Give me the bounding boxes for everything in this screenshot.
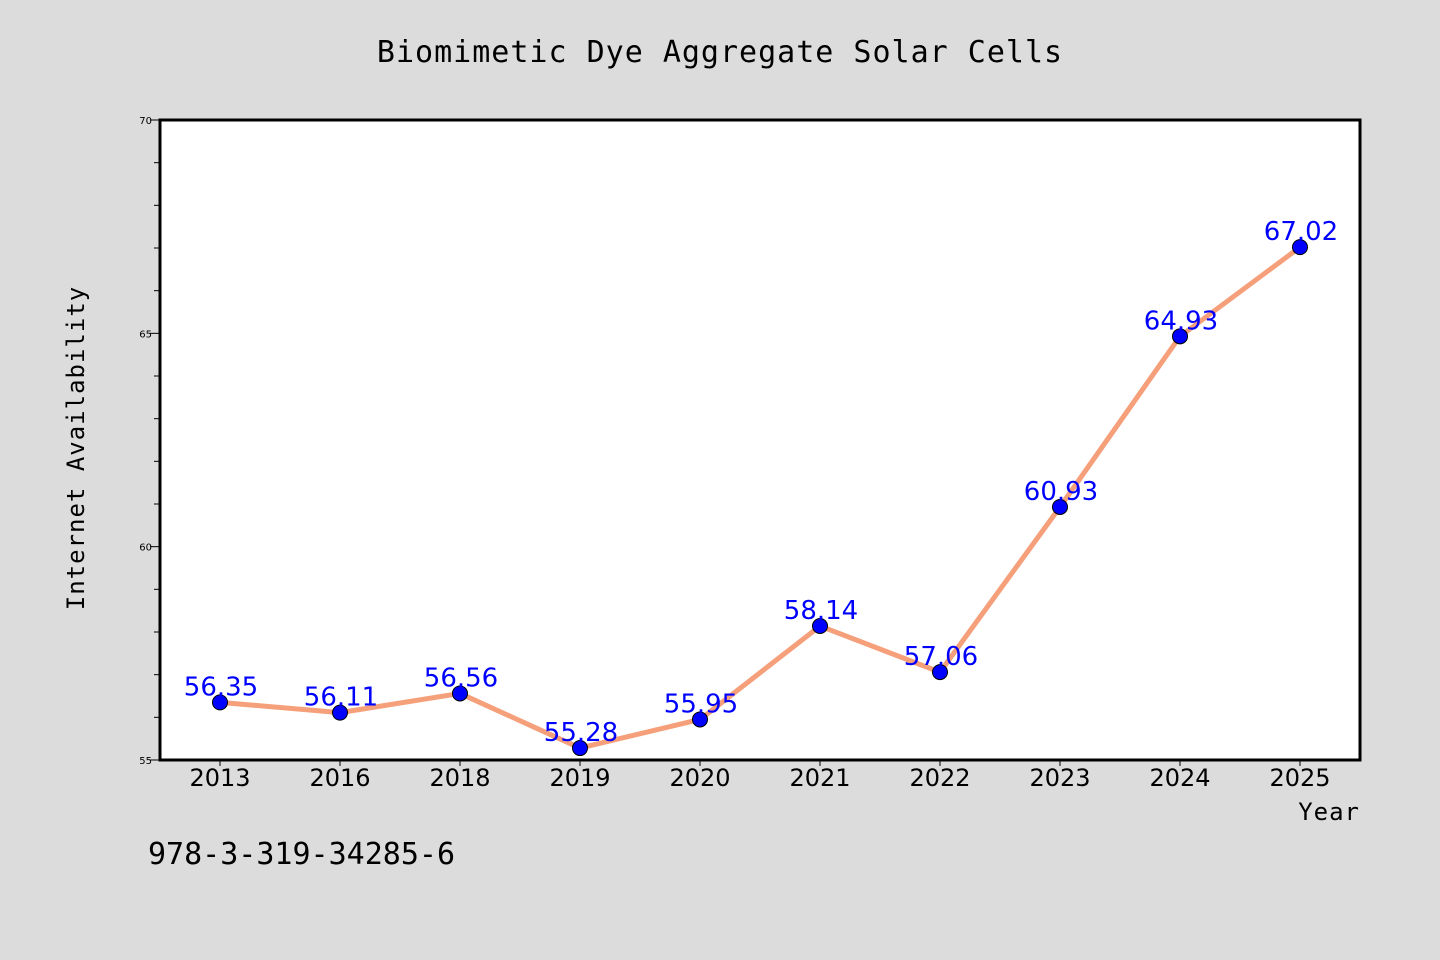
y-axis-ticks: 55 60 65 70 — [139, 116, 160, 767]
chart-title: Biomimetic Dye Aggregate Solar Cells — [377, 35, 1063, 70]
data-label: 55.28 — [544, 718, 618, 748]
data-label: 56.56 — [424, 663, 498, 693]
x-tick-label: 2022 — [909, 764, 970, 792]
data-label: 60.93 — [1024, 477, 1098, 507]
data-point — [932, 664, 948, 681]
y-axis-label: Internet Availability — [62, 286, 90, 610]
data-point — [212, 694, 228, 711]
plot-area — [160, 120, 1360, 760]
x-tick-label: 2013 — [189, 764, 250, 792]
data-point — [332, 704, 348, 721]
y-tick-label: 60 — [139, 543, 152, 554]
x-tick-label: 2019 — [549, 764, 610, 792]
data-label: 67.02 — [1264, 217, 1338, 247]
data-label: 56.35 — [184, 672, 258, 702]
data-label: 64.93 — [1144, 306, 1218, 336]
data-point — [812, 618, 828, 635]
x-axis-ticks: 2013 2016 2018 2019 2020 2021 2022 2023 2024 2025 — [189, 760, 1331, 792]
y-tick-label: 55 — [139, 756, 152, 767]
data-point — [572, 740, 588, 757]
x-tick-label: 2020 — [669, 764, 730, 792]
plot-frame — [158, 118, 1362, 762]
x-tick-label: 2018 — [429, 764, 490, 792]
data-label: 56.11 — [304, 683, 378, 713]
data-label: 58.14 — [784, 596, 858, 626]
data-label: 57.06 — [904, 642, 978, 672]
y-tick-label: 70 — [139, 116, 152, 127]
x-tick-label: 2024 — [1149, 764, 1210, 792]
data-series — [212, 239, 1308, 757]
footnote-isbn: 978-3-319-34285-6 — [148, 837, 455, 872]
data-label: 55.95 — [664, 689, 738, 719]
data-point — [1052, 498, 1068, 515]
data-labels: 56.35 56.11 56.56 55.28 55.95 58.14 57.06 60.93… — [184, 217, 1338, 748]
data-point — [1292, 239, 1308, 256]
x-tick-label: 2023 — [1029, 764, 1090, 792]
series-line — [217, 244, 1303, 751]
x-tick-label: 2025 — [1269, 764, 1330, 792]
data-point — [692, 711, 708, 728]
x-tick-label: 2021 — [789, 764, 850, 792]
x-tick-label: 2016 — [309, 764, 370, 792]
x-axis-label: Year — [1298, 798, 1360, 826]
y-tick-label: 65 — [139, 329, 152, 340]
data-point — [1172, 328, 1188, 345]
data-point — [452, 685, 468, 702]
